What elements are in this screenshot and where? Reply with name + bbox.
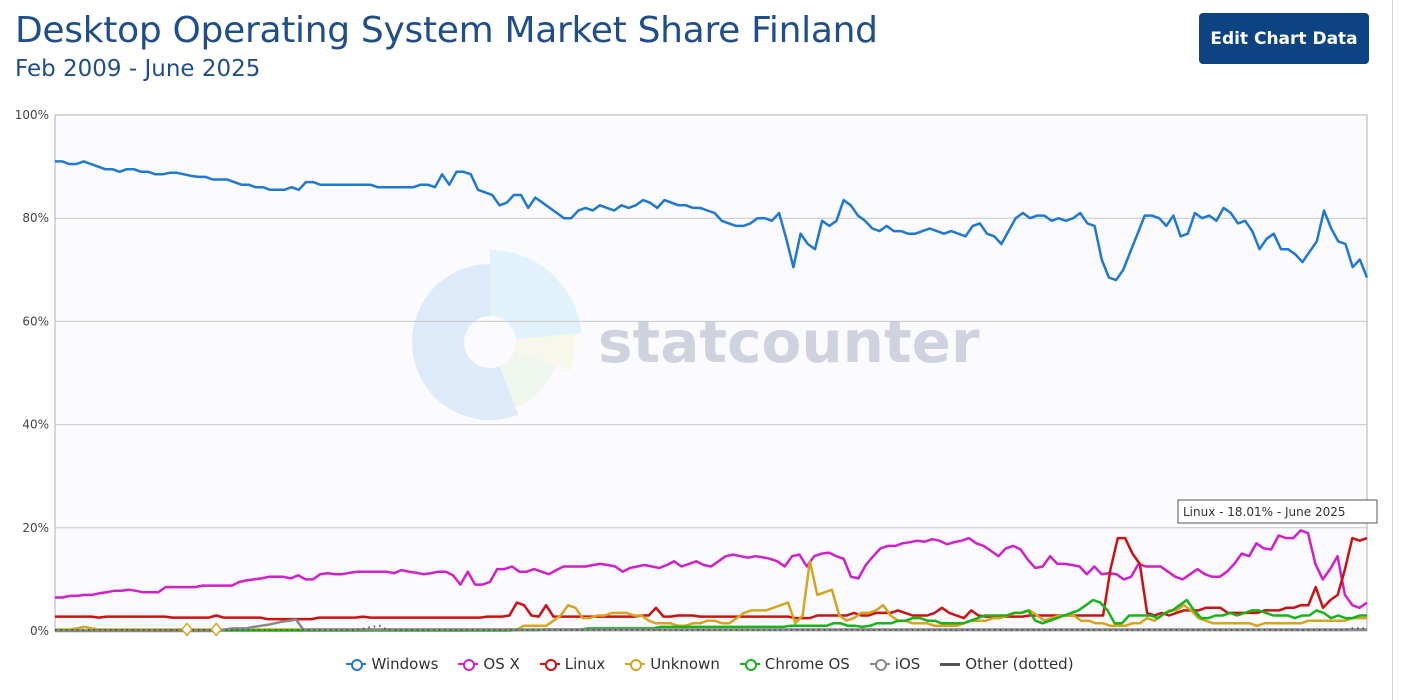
y-tick-label: 40%: [22, 418, 49, 432]
legend-label: OS X: [483, 655, 520, 673]
series-marker-unknown: [180, 622, 193, 637]
legend-label: iOS: [894, 655, 921, 673]
y-tick-label: 0%: [30, 624, 49, 638]
circle-marker-icon: [346, 657, 367, 671]
chart-legend: Windows OS X Linux Unknown Chrome OS iOS Other…: [0, 652, 1420, 676]
legend-item-os-x[interactable]: OS X: [458, 655, 520, 673]
tooltip-box: [1177, 499, 1378, 524]
y-tick-label: 20%: [22, 521, 49, 535]
series-line-other-dotted: [55, 624, 1367, 631]
y-tick-label: 100%: [15, 108, 49, 122]
legend-label: Chrome OS: [764, 655, 850, 673]
legend-dot: [630, 659, 643, 671]
edit-chart-data-button[interactable]: Edit Chart Data: [1199, 13, 1369, 64]
watermark-text: statcounter: [598, 308, 980, 376]
legend-label: Linux: [564, 655, 606, 673]
series-marker-unknown: [210, 622, 223, 637]
legend-item-unknown[interactable]: Unknown: [625, 655, 720, 673]
page-right-border: [1392, 0, 1393, 700]
watermark-slice: [499, 350, 556, 408]
series-line-linux: [55, 536, 1368, 621]
legend-dot: [744, 659, 757, 671]
page-title: Desktop Operating System Market Share Fi…: [15, 10, 878, 51]
legend-dot: [874, 659, 887, 671]
circle-marker-icon: [625, 657, 646, 671]
tooltip-text: Linux - 18.01% - June 2025: [1183, 505, 1346, 519]
watermark-slice: [490, 250, 582, 340]
line-marker-icon: [940, 657, 961, 671]
series-line-os-x: [55, 529, 1368, 610]
date-range-subtitle: Feb 2009 - June 2025: [15, 56, 261, 82]
legend-item-windows[interactable]: Windows: [346, 655, 438, 673]
watermark-slice: [412, 264, 519, 420]
circle-marker-icon: [739, 657, 760, 671]
plot-border: [54, 114, 1368, 632]
legend-item-linux[interactable]: Linux: [539, 655, 606, 673]
legend-item-other-dotted[interactable]: Other (dotted): [940, 655, 1074, 673]
circle-marker-icon: [869, 657, 890, 671]
legend-label: Other (dotted): [965, 655, 1074, 673]
legend-dot: [351, 659, 364, 671]
legend-dot: [463, 659, 476, 671]
legend-line: [940, 663, 961, 666]
y-tick-label: 60%: [22, 314, 49, 328]
statcounter-watermark: statcounter: [412, 250, 980, 420]
circle-marker-icon: [539, 657, 560, 671]
series-line-chrome-os: [55, 598, 1367, 632]
series-line-windows: [55, 160, 1369, 282]
legend-label: Unknown: [650, 655, 720, 673]
circle-marker-icon: [458, 657, 479, 671]
chart-tooltip: Linux - 18.01% - June 2025: [1177, 499, 1378, 524]
legend-item-ios[interactable]: iOS: [869, 655, 921, 673]
legend-dot: [544, 659, 557, 671]
plot-area: [55, 115, 1367, 631]
legend-label: Windows: [371, 655, 439, 673]
watermark-slice: [514, 333, 576, 372]
y-tick-label: 80%: [22, 211, 49, 225]
line-chart: statcounter 0% 20% 40% 60% 80% 100% Linux - 18.…: [15, 108, 1378, 638]
legend-item-chrome-os[interactable]: Chrome OS: [739, 655, 850, 673]
